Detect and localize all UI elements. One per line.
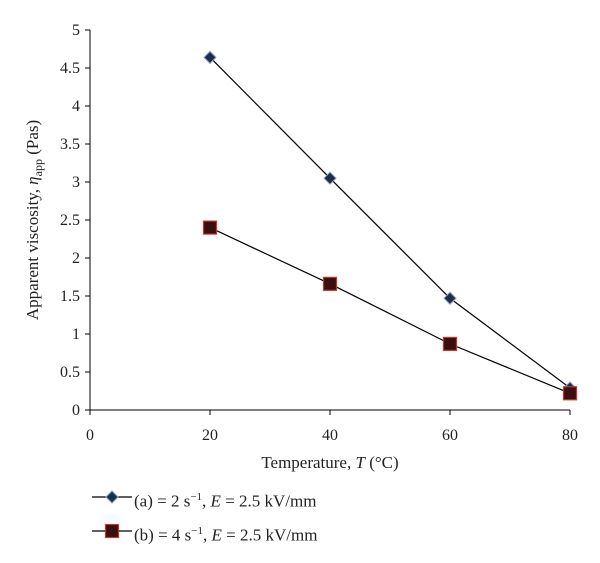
y-tick-label: 4 [72,98,80,115]
series-a-point [443,291,457,305]
y-axis: 0 0.5 1 1.5 2 2.5 3 3.5 4 4.5 5 [60,22,91,419]
x-axis: 0 20 40 60 80 [86,409,578,444]
series-b-point [322,276,338,291]
legend-label-b: (b) = 4 s−1, E = 2.5 kV/mm [134,525,318,545]
series-line-0 [209,56,571,389]
x-tick-label: 0 [86,427,94,444]
y-tick-label: 5 [72,22,80,39]
legend-label-a: (a) = 2 s−1, E = 2.5 kV/mm [134,491,317,511]
series-a-point [203,50,217,65]
series-line-1 [209,227,571,394]
x-tick-label: 20 [202,427,218,444]
y-tick-label: 3.5 [60,136,80,153]
series-b-point [442,336,458,351]
x-tick-label: 60 [442,427,458,444]
y-tick-label: 0.5 [60,364,80,381]
series-layer [202,50,578,401]
y-tick-label: 1 [72,326,80,343]
legend-square-marker-icon [92,523,132,539]
y-tick-label: 0 [72,402,80,419]
x-axis-title: Temperature, T (°C) [261,453,398,472]
y-tick-label: 2.5 [60,212,80,229]
series-a-point [323,171,337,185]
y-tick-label: 2 [72,250,80,267]
chart: 0 0.5 1 1.5 2 2.5 3 3.5 4 4.5 5 0 20 40 60 80 Temperat… [23,22,578,472]
y-axis-title: Apparent viscosity, ηapp (Pas) [23,120,45,320]
y-tick-label: 3 [72,174,80,191]
x-tick-label: 80 [562,427,578,444]
legend-diamond-marker-icon [92,490,132,504]
x-tick-label: 40 [322,427,338,444]
series-b-point [202,220,218,235]
y-tick-label: 1.5 [60,288,80,305]
series-b-point [562,386,578,401]
y-tick-label: 4.5 [60,60,80,77]
